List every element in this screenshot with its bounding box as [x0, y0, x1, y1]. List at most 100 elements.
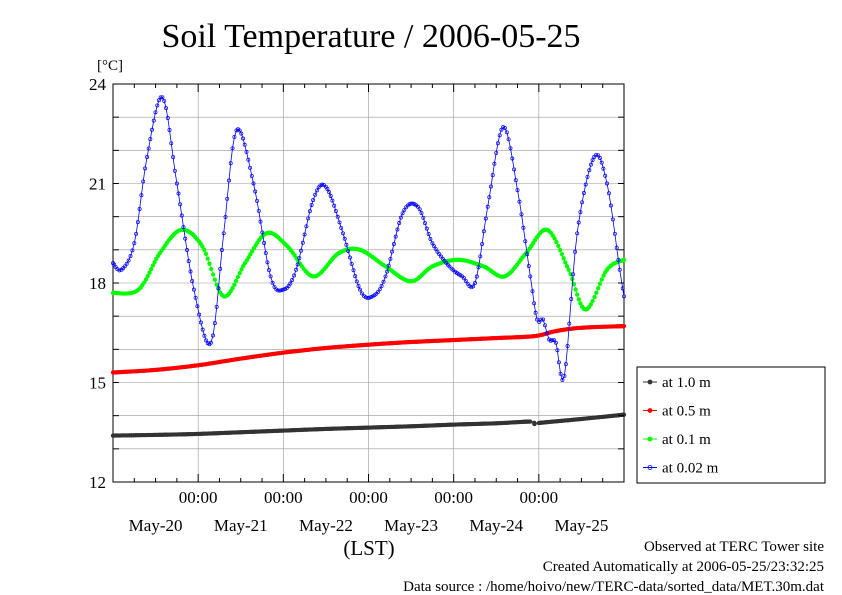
- data-point: [601, 166, 606, 171]
- x-tick-label: 00:00: [519, 488, 558, 507]
- data-point: [494, 150, 499, 155]
- data-point: [390, 249, 395, 254]
- data-point: [557, 247, 563, 253]
- data-point: [525, 252, 530, 257]
- data-point: [447, 264, 452, 269]
- data-point: [300, 240, 305, 245]
- data-point: [139, 193, 144, 198]
- data-point: [147, 270, 152, 275]
- data-point: [580, 200, 585, 205]
- legend-item: at 0.1 m: [643, 432, 711, 448]
- data-point: [598, 156, 602, 160]
- data-point: [135, 220, 140, 225]
- data-point: [433, 246, 438, 251]
- data-point: [617, 267, 622, 272]
- data-point: [214, 304, 219, 309]
- data-point: [589, 162, 593, 167]
- data-point: [183, 236, 188, 241]
- data-point: [219, 248, 224, 252]
- footer-created: Created Automatically at 2006-05-25/23:3…: [543, 559, 824, 575]
- data-point: [497, 133, 502, 138]
- data-point: [145, 155, 150, 159]
- data-point: [621, 257, 627, 262]
- data-point: [578, 301, 583, 306]
- data-point: [410, 201, 415, 206]
- data-point: [492, 161, 497, 166]
- data-point: [616, 258, 621, 262]
- data-point: [526, 264, 531, 269]
- data-point: [164, 106, 168, 111]
- data-point: [489, 184, 493, 189]
- data-point: [510, 156, 515, 161]
- data-point: [592, 155, 597, 159]
- grid-lines: [113, 84, 624, 482]
- data-point: [483, 216, 488, 221]
- data-point: [153, 110, 158, 115]
- chart-title: Soil Temperature / 2006-05-25: [161, 18, 580, 55]
- legend-item: at 1.0 m: [643, 375, 711, 391]
- data-point: [299, 248, 303, 253]
- data-point: [353, 274, 358, 279]
- y-tick-label: 12: [89, 473, 106, 492]
- data-point: [195, 304, 200, 309]
- data-point: [571, 272, 576, 277]
- data-point: [532, 301, 537, 306]
- data-point: [281, 287, 286, 292]
- data-point: [563, 362, 568, 367]
- data-point: [563, 260, 568, 265]
- y-tick-label: 24: [89, 75, 107, 94]
- data-point: [485, 204, 490, 209]
- data-point: [385, 269, 390, 274]
- data-point: [207, 261, 212, 266]
- data-point: [237, 128, 242, 133]
- data-point: [388, 256, 393, 261]
- data-point: [528, 274, 533, 279]
- data-point: [256, 208, 261, 213]
- data-point: [480, 242, 485, 246]
- data-point: [302, 232, 307, 237]
- data-point: [248, 165, 253, 170]
- data-point: [474, 274, 479, 279]
- data-point: [550, 338, 555, 343]
- data-point: [348, 255, 352, 260]
- data-point: [620, 286, 625, 291]
- series-at-0-02-m: [111, 95, 626, 382]
- data-point: [369, 295, 373, 300]
- footer-site: Observed at TERC Tower site: [644, 539, 824, 555]
- data-point: [354, 279, 359, 284]
- data-point: [248, 252, 253, 257]
- data-point: [590, 298, 595, 304]
- data-point: [545, 331, 549, 336]
- x-tick-label: 00:00: [264, 488, 303, 507]
- data-point: [162, 98, 167, 103]
- data-point: [267, 268, 271, 273]
- legend-box: [636, 366, 826, 484]
- y-tick-label: 15: [89, 374, 106, 393]
- data-point: [232, 134, 237, 139]
- data-point: [377, 287, 382, 292]
- data-point: [610, 217, 615, 222]
- x-tick-label: 00:00: [179, 488, 218, 507]
- data-point: [244, 258, 249, 263]
- data-point: [612, 231, 617, 236]
- data-point: [169, 141, 174, 146]
- data-point: [198, 320, 203, 325]
- data-point: [128, 254, 133, 259]
- data-point: [393, 234, 398, 239]
- data-point: [513, 178, 518, 183]
- data-point: [124, 261, 129, 266]
- data-point: [469, 285, 474, 290]
- data-point: [400, 211, 405, 216]
- data-point: [208, 340, 213, 345]
- data-point: [253, 189, 258, 194]
- data-point: [249, 249, 255, 254]
- data-point: [239, 131, 244, 136]
- data-point: [205, 256, 210, 261]
- data-point: [395, 227, 400, 232]
- data-point: [202, 333, 207, 338]
- y-axis-unit: [°C]: [97, 58, 123, 74]
- data-point: [172, 168, 177, 173]
- data-point: [246, 157, 251, 162]
- data-point: [232, 282, 237, 287]
- footer-data-source: Data source : /home/hoivo/new/TERC-data/…: [403, 579, 825, 595]
